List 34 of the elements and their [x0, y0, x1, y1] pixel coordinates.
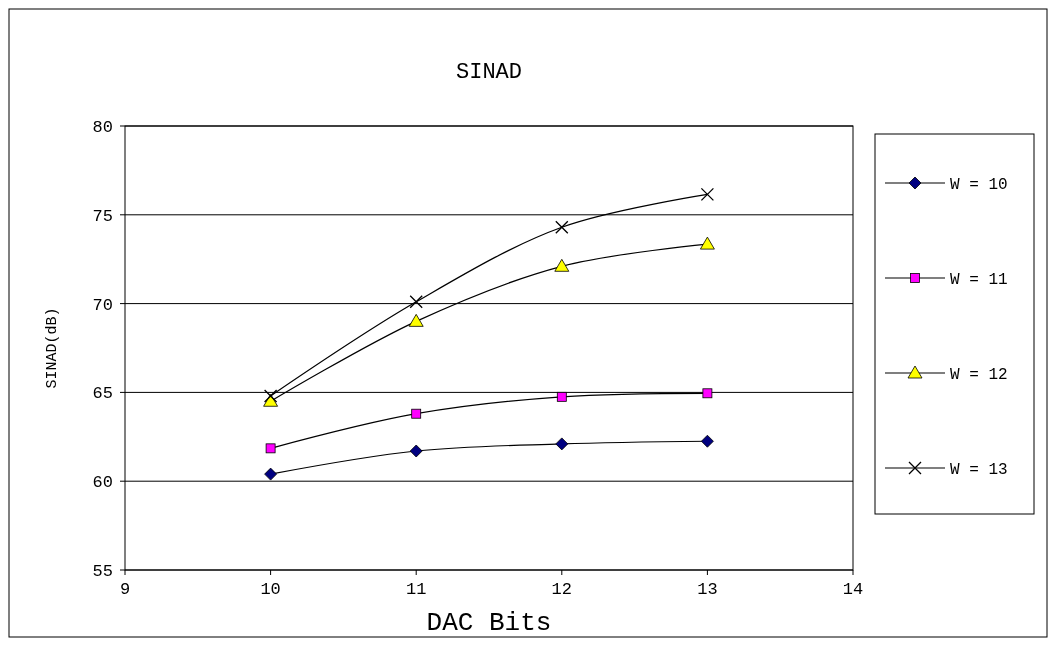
x-tick-label: 11 [406, 580, 427, 599]
point [554, 258, 570, 272]
y-tick-label: 60 [92, 473, 113, 493]
legend-label: W = 10 [950, 175, 1008, 194]
point [702, 388, 713, 399]
x-tick-label: 13 [697, 580, 718, 599]
point [263, 389, 278, 403]
x-tick-label: 10 [260, 580, 281, 599]
chart-title: SINAD [455, 60, 523, 85]
legend-label: W = 13 [950, 460, 1008, 479]
x-axis-title: DAC Bits [426, 608, 552, 638]
point [411, 408, 422, 419]
point [264, 467, 277, 481]
legend-label: W = 12 [950, 365, 1008, 384]
x-tick-label: 12 [551, 580, 572, 599]
point [700, 236, 715, 250]
y-tick-label: 55 [92, 561, 113, 581]
point [555, 220, 569, 234]
y-tick-label: 70 [92, 295, 113, 315]
y-tick-label: 75 [92, 206, 113, 226]
x-tick-label: 14 [842, 580, 864, 599]
legend-label: W = 11 [950, 270, 1008, 289]
point [409, 295, 423, 309]
point [555, 437, 569, 451]
point [701, 434, 714, 448]
x-tick-label: 9 [119, 580, 131, 599]
point [556, 391, 567, 402]
point [700, 187, 715, 202]
point [409, 444, 423, 458]
point [265, 443, 276, 454]
y-tick-label: 65 [92, 384, 113, 404]
y-axis-title: SINAD(dB) [44, 307, 61, 389]
point [408, 313, 424, 327]
y-tick-label: 80 [92, 117, 113, 137]
